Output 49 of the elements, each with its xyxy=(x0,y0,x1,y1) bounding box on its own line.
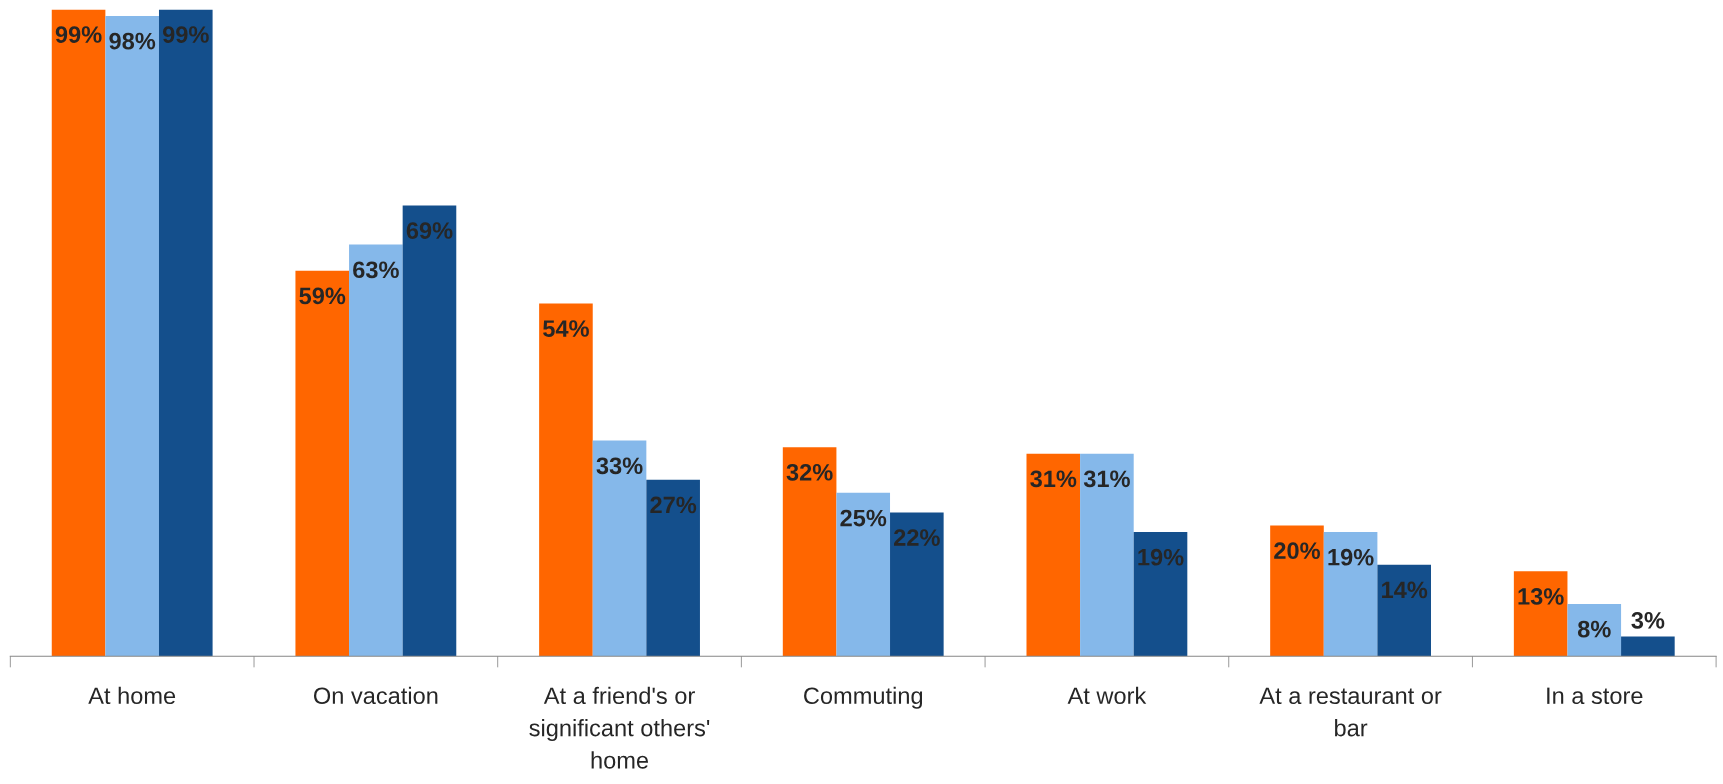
bar xyxy=(836,492,891,657)
data-label: 63% xyxy=(353,261,399,279)
data-label: 31% xyxy=(1030,470,1077,488)
x-tick-label: At work xyxy=(1067,686,1147,705)
data-label: 8% xyxy=(1577,620,1611,638)
x-tick-label: At a friend's or significant others' home xyxy=(529,686,710,769)
bar xyxy=(402,205,457,657)
data-label: 99% xyxy=(55,26,102,43)
bar xyxy=(158,9,213,657)
bar xyxy=(105,15,159,657)
data-label: 27% xyxy=(650,496,697,514)
data-label: 22% xyxy=(894,529,940,546)
data-label: 19% xyxy=(1328,548,1374,566)
bar xyxy=(890,512,944,657)
bar xyxy=(539,303,593,657)
bar xyxy=(349,244,403,657)
data-label: 33% xyxy=(596,457,643,475)
data-label: 13% xyxy=(1518,588,1564,605)
bar xyxy=(1080,453,1134,657)
bar xyxy=(1567,603,1622,657)
data-label: 14% xyxy=(1382,581,1428,599)
data-label: 69% xyxy=(406,222,453,239)
bar xyxy=(646,479,700,657)
bar xyxy=(1270,525,1324,657)
data-label: 59% xyxy=(299,287,346,305)
x-tick-label: In a store xyxy=(1547,687,1643,705)
bar xyxy=(1621,636,1675,657)
x-tick-label: Commuting xyxy=(804,686,923,709)
bar xyxy=(1026,453,1081,657)
data-label: 31% xyxy=(1083,470,1130,488)
data-label: 32% xyxy=(786,463,833,481)
bar xyxy=(295,270,350,657)
x-tick-label: On vacation xyxy=(313,686,438,705)
data-label: 3% xyxy=(1631,611,1665,629)
bar xyxy=(1377,564,1431,657)
data-label: 25% xyxy=(840,509,887,527)
data-label: 99% xyxy=(162,26,209,43)
x-tick-label: At a restaurant or bar xyxy=(1259,687,1442,737)
data-label: 20% xyxy=(1274,542,1320,560)
bar xyxy=(782,447,837,657)
data-label: 98% xyxy=(109,32,156,50)
bar xyxy=(1133,532,1188,657)
x-tick-label: At home xyxy=(88,686,176,705)
data-label: 19% xyxy=(1138,548,1184,566)
data-label: 54% xyxy=(543,320,589,337)
bar xyxy=(1513,571,1568,657)
bar xyxy=(1323,532,1378,657)
bar xyxy=(51,9,106,657)
bar xyxy=(592,440,647,657)
